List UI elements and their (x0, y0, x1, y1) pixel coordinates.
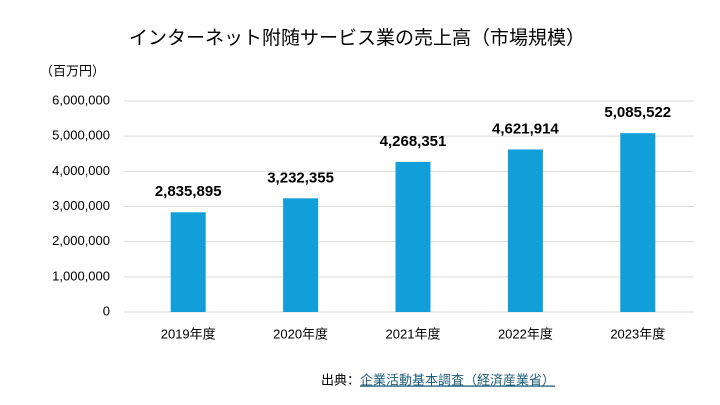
source-label: 出典： (321, 372, 360, 387)
x-tick-label: 2019年度 (161, 326, 216, 341)
x-tick-label: 2021年度 (386, 326, 441, 341)
bar (395, 161, 431, 312)
bar (283, 198, 319, 312)
value-label: 3,232,355 (267, 169, 334, 186)
y-tick-label: 4,000,000 (52, 163, 110, 178)
y-tick-label: 2,000,000 (52, 233, 110, 248)
y-tick-label: 1,000,000 (52, 268, 110, 283)
chart-title: インターネット附随サービス業の売上高（市場規模） (129, 27, 585, 49)
value-label: 2,835,895 (155, 183, 222, 200)
y-tick-label: 5,000,000 (52, 128, 110, 143)
x-tick-label: 2022年度 (498, 326, 553, 341)
bar (620, 133, 656, 312)
y-tick-label: 6,000,000 (52, 92, 110, 107)
value-label: 5,085,522 (604, 104, 671, 121)
x-tick-label: 2023年度 (610, 326, 665, 341)
bar (507, 149, 543, 312)
value-label: 4,268,351 (380, 133, 447, 150)
source-link[interactable]: 企業活動基本調査（経済産業省） (360, 372, 555, 387)
bar (170, 212, 206, 312)
y-unit: （百万円） (40, 63, 105, 78)
y-tick-label: 0 (103, 303, 110, 318)
y-tick-label: 3,000,000 (52, 198, 110, 213)
x-tick-label: 2020年度 (273, 326, 328, 341)
value-label: 4,621,914 (492, 120, 559, 137)
